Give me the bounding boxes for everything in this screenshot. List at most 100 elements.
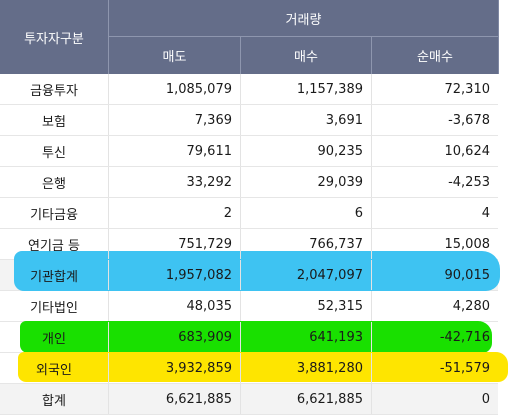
row-buy-value: 3,881,280 xyxy=(296,360,363,376)
row-name-value: 은행 xyxy=(42,176,66,192)
row-buy-cell: 3,691 xyxy=(241,105,372,135)
header-investor-type: 투자자구분 xyxy=(0,0,109,74)
row-name-cell: 투신 xyxy=(0,136,109,166)
row-name-value: 기타금융 xyxy=(30,207,78,223)
row-buy-cell: 641,193 xyxy=(241,322,372,352)
row-sell-value: 1,957,082 xyxy=(165,267,232,283)
row-buy-cell: 52,315 xyxy=(241,291,372,321)
row-net-cell: -42,716 xyxy=(372,322,498,352)
table-row: 보험 7,369 3,691 -3,678 xyxy=(0,105,498,136)
row-net-cell: 72,310 xyxy=(372,74,498,104)
row-net-cell: 10,624 xyxy=(372,136,498,166)
table-row: 합계 6,621,885 6,621,885 0 xyxy=(0,384,498,415)
row-buy-cell: 6,621,885 xyxy=(241,384,372,414)
row-buy-value: 3,691 xyxy=(325,112,363,128)
row-sell-value: 79,611 xyxy=(186,143,233,159)
row-buy-value: 6 xyxy=(354,205,363,221)
header-sell: 매도 xyxy=(109,37,241,74)
row-name-cell: 연기금 등 xyxy=(0,229,109,259)
row-name-value: 외국인 xyxy=(36,362,72,378)
row-sell-value: 1,085,079 xyxy=(165,81,232,97)
row-name-value: 합계 xyxy=(42,393,66,409)
row-name-cell: 외국인 xyxy=(0,353,109,383)
row-buy-cell: 2,047,097 xyxy=(241,260,372,290)
row-name-value: 보험 xyxy=(42,114,66,130)
row-name-cell: 기타금융 xyxy=(0,198,109,228)
row-net-cell: 15,008 xyxy=(372,229,498,259)
row-sell-value: 751,729 xyxy=(178,236,232,252)
row-sell-value: 33,292 xyxy=(186,174,233,190)
row-sell-cell: 6,621,885 xyxy=(109,384,241,414)
row-name-cell: 금융투자 xyxy=(0,74,109,104)
row-name-cell: 개인 xyxy=(0,322,109,352)
row-net-value: -42,716 xyxy=(439,329,490,345)
row-buy-cell: 766,737 xyxy=(241,229,372,259)
row-name-value: 금융투자 xyxy=(30,83,78,99)
row-sell-cell: 7,369 xyxy=(109,105,241,135)
row-sell-cell: 48,035 xyxy=(109,291,241,321)
row-net-value: 4 xyxy=(481,205,490,221)
row-buy-cell: 29,039 xyxy=(241,167,372,197)
table-row: 개인 683,909 641,193 -42,716 xyxy=(0,322,498,353)
row-net-value: 15,008 xyxy=(444,236,491,252)
row-name-value: 기관합계 xyxy=(30,269,78,285)
row-sell-value: 3,932,859 xyxy=(165,360,232,376)
row-name-cell: 기타법인 xyxy=(0,291,109,321)
row-name-cell: 기관합계 xyxy=(0,260,109,290)
header-net-buy: 순매수 xyxy=(417,50,453,65)
row-name-value: 연기금 등 xyxy=(28,238,80,254)
row-buy-value: 90,235 xyxy=(317,143,364,159)
row-net-value: 0 xyxy=(481,391,490,407)
row-net-value: -3,678 xyxy=(448,112,490,128)
table-row: 금융투자 1,085,079 1,157,389 72,310 xyxy=(0,74,498,105)
row-net-value: 10,624 xyxy=(444,143,491,159)
row-buy-value: 1,157,389 xyxy=(296,81,363,97)
row-net-value: 72,310 xyxy=(444,81,491,97)
row-net-cell: -51,579 xyxy=(372,353,498,383)
table-row: 투신 79,611 90,235 10,624 xyxy=(0,136,498,167)
header-trading-volume: 거래량 xyxy=(109,0,498,37)
row-sell-cell: 3,932,859 xyxy=(109,353,241,383)
table-header: 투자자구분 거래량 매도 매수 순매수 xyxy=(0,0,499,74)
row-name-cell: 보험 xyxy=(0,105,109,135)
row-net-value: 4,280 xyxy=(452,298,490,314)
table-row: 외국인 3,932,859 3,881,280 -51,579 xyxy=(0,353,498,384)
row-buy-cell: 90,235 xyxy=(241,136,372,166)
row-name-cell: 은행 xyxy=(0,167,109,197)
row-sell-cell: 33,292 xyxy=(109,167,241,197)
row-buy-cell: 6 xyxy=(241,198,372,228)
row-sell-value: 48,035 xyxy=(186,298,233,314)
table-row: 기타금융 2 6 4 xyxy=(0,198,498,229)
row-buy-value: 29,039 xyxy=(317,174,364,190)
row-sell-cell: 1,085,079 xyxy=(109,74,241,104)
row-sell-value: 2 xyxy=(223,205,232,221)
table-row: 은행 33,292 29,039 -4,253 xyxy=(0,167,498,198)
row-name-value: 개인 xyxy=(42,331,66,347)
row-net-value: -51,579 xyxy=(439,360,490,376)
row-buy-value: 641,193 xyxy=(309,329,363,345)
table-row: 연기금 등 751,729 766,737 15,008 xyxy=(0,229,498,260)
row-net-cell: -3,678 xyxy=(372,105,498,135)
row-net-value: -4,253 xyxy=(448,174,490,190)
row-buy-value: 6,621,885 xyxy=(296,391,363,407)
table-row: 기타법인 48,035 52,315 4,280 xyxy=(0,291,498,322)
scrollbar-track[interactable] xyxy=(498,74,516,417)
row-sell-value: 7,369 xyxy=(194,112,232,128)
row-name-cell: 합계 xyxy=(0,384,109,414)
row-sell-cell: 79,611 xyxy=(109,136,241,166)
row-name-value: 투신 xyxy=(42,145,66,161)
row-name-value: 기타법인 xyxy=(30,300,78,316)
row-sell-value: 683,909 xyxy=(178,329,232,345)
row-net-cell: 4,280 xyxy=(372,291,498,321)
row-sell-cell: 2 xyxy=(109,198,241,228)
row-sell-cell: 751,729 xyxy=(109,229,241,259)
row-net-cell: -4,253 xyxy=(372,167,498,197)
row-buy-value: 52,315 xyxy=(317,298,364,314)
row-net-cell: 4 xyxy=(372,198,498,228)
header-buy: 매수 xyxy=(241,37,372,74)
row-net-cell: 0 xyxy=(372,384,498,414)
row-sell-value: 6,621,885 xyxy=(165,391,232,407)
row-buy-cell: 3,881,280 xyxy=(241,353,372,383)
row-net-value: 90,015 xyxy=(444,267,491,283)
row-net-cell: 90,015 xyxy=(372,260,498,290)
